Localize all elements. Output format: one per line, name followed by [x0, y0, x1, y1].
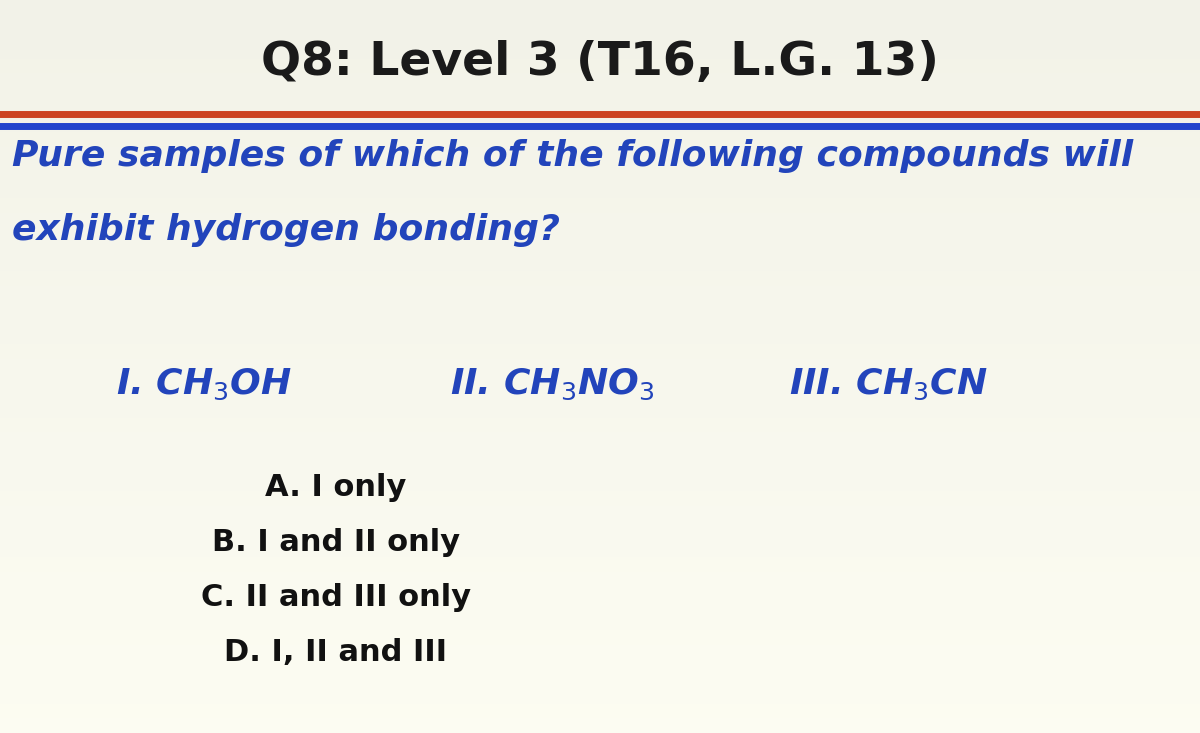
Text: Q8: Level 3 (T16, L.G. 13): Q8: Level 3 (T16, L.G. 13) [262, 40, 938, 85]
Text: A. I only: A. I only [265, 473, 407, 502]
Text: I. CH$_3$OH: I. CH$_3$OH [116, 367, 292, 402]
Text: exhibit hydrogen bonding?: exhibit hydrogen bonding? [12, 213, 560, 246]
Text: II. CH$_3$NO$_3$: II. CH$_3$NO$_3$ [450, 367, 654, 402]
Text: Pure samples of which of the following compounds will: Pure samples of which of the following c… [12, 139, 1133, 173]
Text: III. CH$_3$CN: III. CH$_3$CN [788, 367, 988, 402]
Text: D. I, II and III: D. I, II and III [224, 638, 448, 667]
Text: B. I and II only: B. I and II only [212, 528, 460, 557]
Text: C. II and III only: C. II and III only [200, 583, 472, 612]
